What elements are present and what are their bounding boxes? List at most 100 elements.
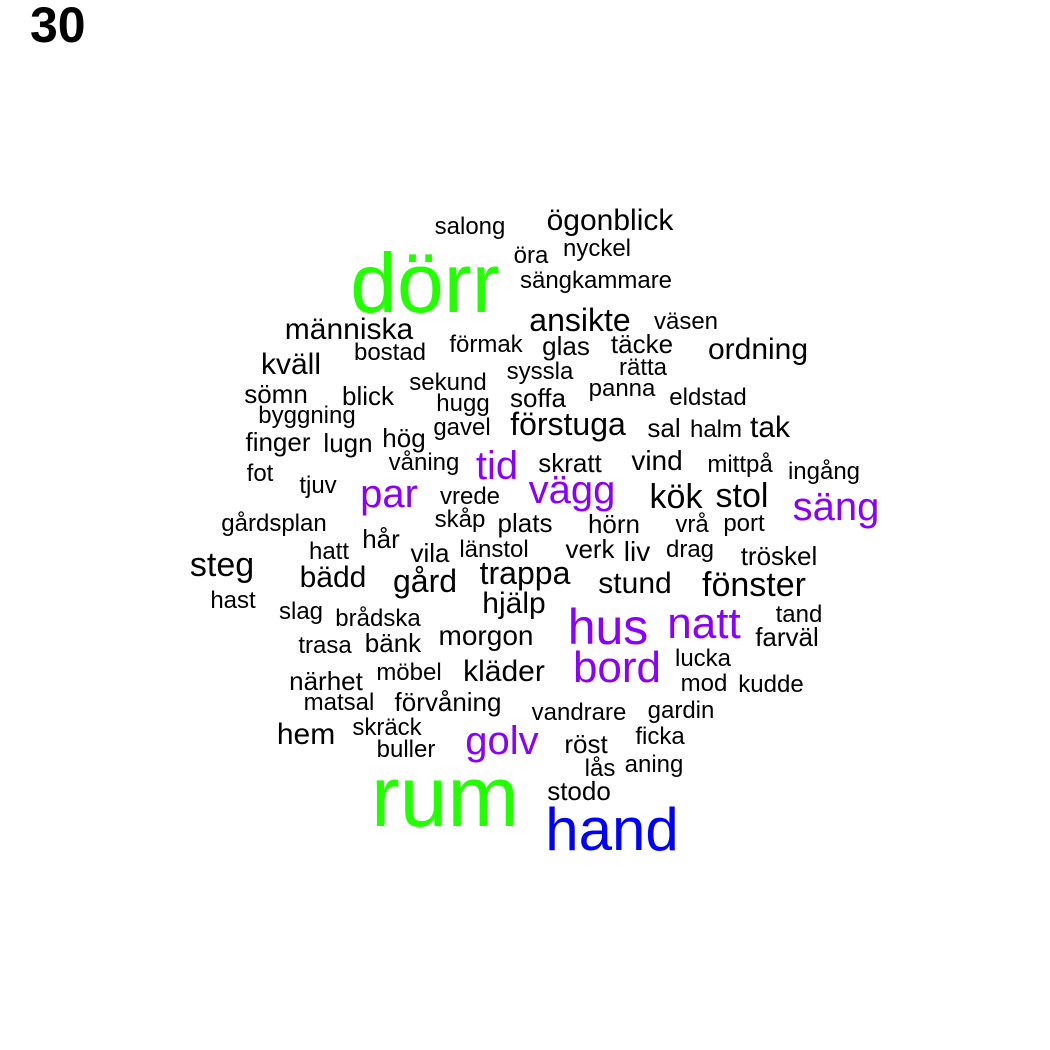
page-number: 30 bbox=[30, 0, 86, 53]
word-glas: glas bbox=[542, 331, 590, 361]
word-bord: bord bbox=[572, 643, 662, 692]
word-verk: verk bbox=[565, 534, 615, 564]
word-tröskel: tröskel bbox=[740, 541, 818, 571]
word-lugn: lugn bbox=[323, 428, 373, 458]
word-tak: tak bbox=[749, 411, 791, 444]
word-buller: buller bbox=[376, 736, 436, 763]
word-bädd: bädd bbox=[299, 561, 367, 594]
word-tjuv: tjuv bbox=[299, 472, 337, 499]
word-morgon: morgon bbox=[438, 620, 534, 651]
word-vind: vind bbox=[631, 445, 683, 476]
word-vägg: vägg bbox=[528, 468, 616, 512]
word-sömn: sömn bbox=[244, 379, 308, 409]
word-brådska: brådska bbox=[335, 605, 421, 632]
word-hand: hand bbox=[545, 796, 679, 863]
word-lås: lås bbox=[584, 755, 616, 782]
word-möbel: möbel bbox=[376, 659, 442, 686]
word-plats: plats bbox=[497, 508, 553, 538]
word-vrede: vrede bbox=[439, 483, 501, 510]
word-röst: röst bbox=[564, 729, 608, 759]
word-vandrare: vandrare bbox=[531, 699, 627, 726]
word-halm: halm bbox=[689, 416, 743, 443]
word-port: port bbox=[723, 510, 765, 537]
word-skåp: skåp bbox=[434, 506, 486, 533]
word-förvåning: förvåning bbox=[394, 687, 502, 717]
word-syssla: syssla bbox=[506, 358, 574, 385]
word-par: par bbox=[360, 472, 418, 516]
word-hast: hast bbox=[210, 587, 256, 614]
word-hem: hem bbox=[276, 718, 336, 751]
word-eldstad: eldstad bbox=[669, 384, 747, 411]
word-fönster: fönster bbox=[702, 566, 806, 604]
word-hög: hög bbox=[382, 423, 426, 453]
word-länstol: länstol bbox=[459, 536, 529, 563]
word-väsen: väsen bbox=[653, 308, 719, 335]
word-matsal: matsal bbox=[303, 689, 375, 716]
word-tand: tand bbox=[775, 601, 823, 628]
word-ansikte: ansikte bbox=[529, 302, 631, 338]
word-skratt: skratt bbox=[538, 448, 602, 478]
word-trappa: trappa bbox=[479, 555, 571, 591]
word-byggning: byggning bbox=[258, 402, 356, 429]
word-vrå: vrå bbox=[675, 511, 709, 538]
word-rätta: rätta bbox=[618, 354, 668, 381]
word-bänk: bänk bbox=[364, 628, 422, 658]
word-nyckel: nyckel bbox=[562, 235, 632, 262]
word-stol: stol bbox=[715, 477, 769, 515]
word-ingång: ingång bbox=[787, 458, 861, 485]
word-fot: fot bbox=[246, 460, 274, 487]
word-tid: tid bbox=[475, 444, 519, 488]
word-ficka: ficka bbox=[635, 723, 685, 750]
word-lucka: lucka bbox=[674, 645, 732, 672]
word-skräck: skräck bbox=[352, 714, 422, 741]
word-kök: kök bbox=[649, 478, 703, 516]
word-finger: finger bbox=[245, 427, 311, 457]
word-rum: rum bbox=[370, 749, 520, 845]
word-stodo: stodo bbox=[547, 776, 611, 806]
word-hjälp: hjälp bbox=[482, 587, 546, 620]
word-natt: natt bbox=[667, 599, 741, 648]
word-slag: slag bbox=[278, 598, 324, 625]
word-bostad: bostad bbox=[353, 339, 427, 366]
word-kläder: kläder bbox=[463, 655, 545, 688]
word-öra: öra bbox=[513, 242, 549, 269]
word-hatt: hatt bbox=[308, 538, 350, 565]
word-våning: våning bbox=[388, 449, 460, 476]
word-gavel: gavel bbox=[433, 414, 491, 441]
word-panna: panna bbox=[588, 375, 656, 402]
word-vila: vila bbox=[410, 538, 450, 568]
word-mittpå: mittpå bbox=[707, 451, 773, 478]
word-ordning: ordning bbox=[707, 333, 809, 366]
word-hår: hår bbox=[362, 524, 400, 554]
word-soffa: soffa bbox=[510, 383, 566, 413]
word-drag: drag bbox=[665, 536, 715, 563]
word-trasa: trasa bbox=[298, 632, 352, 659]
word-närhet: närhet bbox=[289, 666, 363, 696]
word-människa: människa bbox=[284, 313, 414, 346]
word-förstuga: förstuga bbox=[510, 406, 626, 442]
word-blick: blick bbox=[341, 381, 395, 411]
word-aning: aning bbox=[624, 751, 684, 778]
word-sal: sal bbox=[647, 413, 681, 443]
word-gardin: gardin bbox=[647, 697, 715, 724]
word-hugg: hugg bbox=[436, 390, 490, 417]
word-förmak: förmak bbox=[449, 331, 523, 358]
word-farväl: farväl bbox=[755, 622, 819, 652]
word-ögonblick: ögonblick bbox=[546, 204, 674, 237]
word-sekund: sekund bbox=[409, 369, 487, 396]
word-sängkammare: sängkammare bbox=[519, 267, 673, 294]
word-täcke: täcke bbox=[610, 329, 674, 359]
word-kväll: kväll bbox=[260, 348, 322, 381]
word-salong: salong bbox=[434, 213, 506, 240]
word-gård: gård bbox=[392, 563, 458, 599]
word-stund: stund bbox=[598, 567, 672, 600]
word-golv: golv bbox=[465, 719, 539, 763]
word-gårdsplan: gårdsplan bbox=[221, 510, 327, 537]
word-hörn: hörn bbox=[587, 509, 641, 539]
word-dörr: dörr bbox=[350, 236, 500, 330]
word-hus: hus bbox=[567, 599, 649, 655]
word-mod: mod bbox=[680, 670, 728, 697]
word-liv: liv bbox=[623, 536, 651, 567]
word-säng: säng bbox=[792, 485, 880, 529]
